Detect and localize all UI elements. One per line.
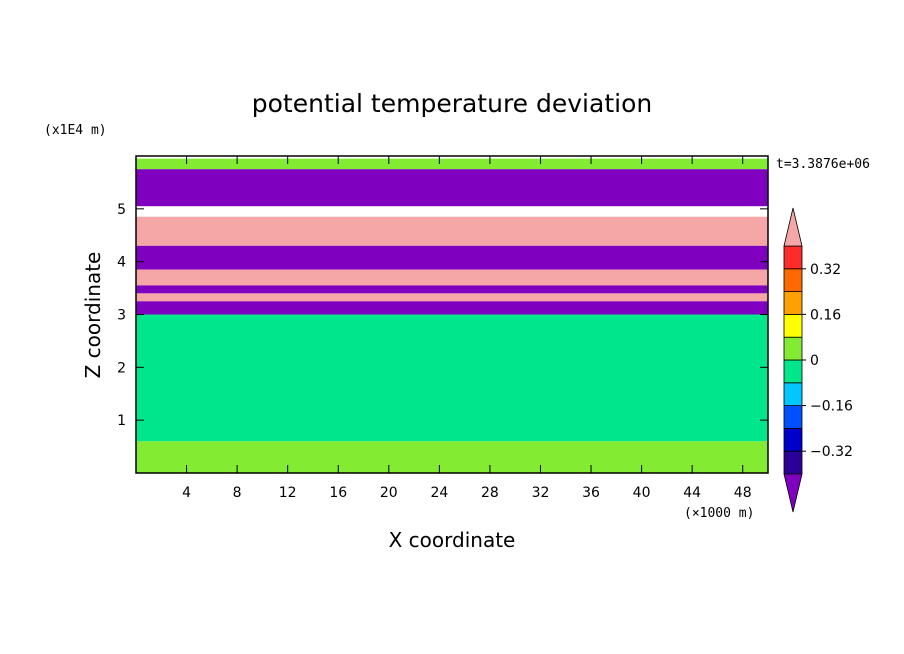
y-axis: 1 2 3 4 5 bbox=[117, 202, 768, 429]
contour-band-6 bbox=[136, 293, 768, 302]
colorbar-box bbox=[783, 427, 803, 452]
colorbar-label: 0.16 bbox=[810, 307, 841, 323]
x-tick-label: 48 bbox=[734, 485, 752, 501]
y-tick-label: 3 bbox=[117, 308, 126, 324]
x-tick-label: 44 bbox=[683, 485, 701, 501]
x-tick-label: 24 bbox=[430, 485, 448, 501]
contour-band-1 bbox=[136, 169, 768, 207]
y-axis-label: Z coordinate bbox=[81, 252, 105, 379]
x-tick-label: 12 bbox=[279, 485, 297, 501]
y-tick-label: 1 bbox=[117, 413, 126, 429]
colorbar-label: −0.32 bbox=[810, 444, 853, 460]
contour-band-5 bbox=[136, 285, 768, 294]
colorbar-label: 0.32 bbox=[810, 262, 841, 278]
colorbar-box bbox=[783, 336, 803, 361]
x-tick-label: 20 bbox=[380, 485, 398, 501]
x-axis-label: X coordinate bbox=[389, 528, 516, 552]
x-tick-label: 4 bbox=[182, 485, 191, 501]
colorbar-label: 0 bbox=[810, 353, 819, 369]
x-tick-label: 32 bbox=[532, 485, 550, 501]
contour-band-3 bbox=[136, 245, 768, 270]
time-label: t=3.3876e+06 bbox=[776, 157, 870, 172]
contour-band-0 bbox=[136, 158, 768, 170]
y-tick-label: 5 bbox=[117, 202, 126, 218]
y-unit-label: (x1E4 m) bbox=[44, 123, 107, 138]
contour-band-7 bbox=[136, 301, 768, 315]
x-tick-label: 8 bbox=[233, 485, 242, 501]
chart-title: potential temperature deviation bbox=[252, 89, 652, 118]
colorbar-max-triangle bbox=[783, 207, 803, 247]
colorbar-box bbox=[783, 245, 803, 270]
colorbar-box bbox=[783, 382, 803, 406]
colorbar-box bbox=[783, 450, 803, 475]
colorbar-min-triangle bbox=[783, 473, 803, 513]
x-tick-label: 36 bbox=[582, 485, 600, 501]
x-tick-label: 28 bbox=[481, 485, 499, 501]
y-tick-label: 2 bbox=[117, 360, 126, 376]
contour-band-2 bbox=[136, 216, 768, 246]
x-unit-label: (×1000 m) bbox=[684, 506, 754, 521]
contour-band-8 bbox=[136, 314, 768, 442]
colorbar: 0.32 0.16 0 −0.16 −0.32 bbox=[783, 207, 853, 513]
colorbar-label: −0.16 bbox=[810, 399, 853, 415]
contour-band-4 bbox=[136, 269, 768, 286]
y-tick-label: 4 bbox=[117, 255, 126, 271]
colorbar-box bbox=[783, 268, 803, 292]
contour-band-9 bbox=[136, 441, 768, 473]
x-axis: 4 8 12 16 20 24 28 32 36 40 44 48 bbox=[182, 156, 752, 501]
contour-field bbox=[136, 158, 768, 473]
colorbar-box bbox=[783, 359, 803, 384]
colorbar-box bbox=[783, 291, 803, 315]
colorbar-box bbox=[783, 405, 803, 429]
x-tick-label: 40 bbox=[633, 485, 651, 501]
x-tick-label: 16 bbox=[329, 485, 347, 501]
colorbar-box bbox=[783, 313, 803, 338]
